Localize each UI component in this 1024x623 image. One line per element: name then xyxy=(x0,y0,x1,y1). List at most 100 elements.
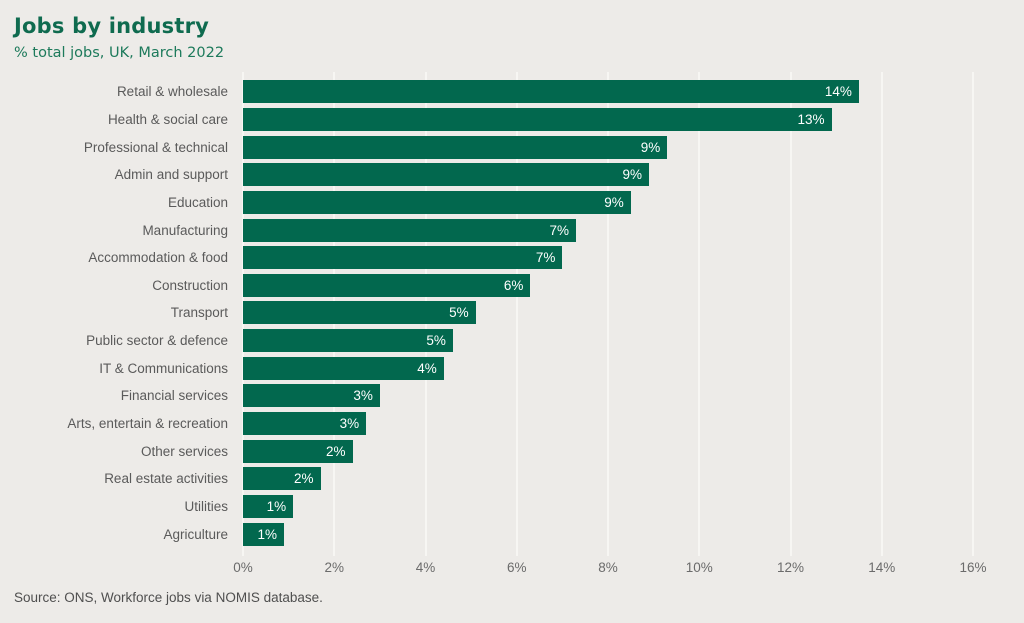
category-label: Admin and support xyxy=(114,167,228,183)
bar-track: 9% xyxy=(243,163,973,187)
x-tick-label: 10% xyxy=(685,560,713,575)
bar-track: 7% xyxy=(243,246,973,270)
category-label: Accommodation & food xyxy=(88,250,228,266)
category-label: Manufacturing xyxy=(142,222,228,238)
bar: 9% xyxy=(243,190,631,214)
bar: 7% xyxy=(243,246,563,270)
bar: 1% xyxy=(243,522,285,546)
chart-subtitle: % total jobs, UK, March 2022 xyxy=(14,45,225,61)
value-label: 9% xyxy=(604,194,624,210)
chart-header: Jobs by industry % total jobs, UK, March… xyxy=(14,14,224,61)
bar: 6% xyxy=(243,273,531,297)
bar: 14% xyxy=(243,80,859,104)
value-label: 1% xyxy=(257,526,278,542)
gridline xyxy=(698,72,701,556)
category-label: Transport xyxy=(170,305,228,321)
bar-row: IT & Communications 4% xyxy=(0,354,1010,382)
value-label: 14% xyxy=(824,84,852,100)
bar: 1% xyxy=(243,494,294,518)
category-label: Arts, entertain & recreation xyxy=(67,416,228,431)
x-tick-label: 16% xyxy=(959,560,987,575)
bar-row: Utilities 1% xyxy=(0,493,1010,521)
category-label: Health & social care xyxy=(107,111,228,127)
category-label: Financial services xyxy=(120,388,228,404)
x-tick-label: 2% xyxy=(324,560,345,575)
category-label: Agriculture xyxy=(163,526,228,542)
bar-rows: Retail & wholesale 14% Health & social car… xyxy=(0,78,1010,548)
x-axis: 0% 2% 4% 6% 8% 10% 12% 14% 16% xyxy=(233,560,986,580)
bar: 3% xyxy=(243,384,380,408)
bar-row: Education 9% xyxy=(0,189,1010,217)
category-label: Real estate activities xyxy=(104,471,228,487)
value-label: 5% xyxy=(426,333,446,349)
bar-track: 1% xyxy=(243,522,973,546)
gridline xyxy=(607,72,609,556)
value-label: 3% xyxy=(353,388,373,404)
value-label: 5% xyxy=(449,305,469,321)
x-tick-label: 8% xyxy=(598,560,618,575)
value-label: 9% xyxy=(622,167,643,183)
bar: 7% xyxy=(243,218,577,242)
bar-row: Arts, entertain & recreation 3% xyxy=(0,410,1010,438)
plot-area: Retail & wholesale 14% Health & social car… xyxy=(0,72,1010,556)
gridline xyxy=(880,72,883,556)
bar-track: 9% xyxy=(243,135,973,159)
x-tick-label: 14% xyxy=(868,560,896,575)
bar-row: Accommodation & food 7% xyxy=(0,244,1010,272)
gridline xyxy=(789,72,792,556)
category-label: Public sector & defence xyxy=(86,333,228,349)
value-label: 2% xyxy=(325,443,346,459)
bar: 9% xyxy=(243,163,650,187)
bar-row: Transport 5% xyxy=(0,299,1010,327)
value-label: 7% xyxy=(535,250,556,266)
bar: 5% xyxy=(243,301,476,325)
x-tick-label: 6% xyxy=(506,560,527,575)
category-label: Other services xyxy=(140,443,228,459)
source-note: Source: ONS, Workforce jobs via NOMIS da… xyxy=(14,590,323,605)
bar-track: 5% xyxy=(243,329,973,353)
value-label: 6% xyxy=(503,277,524,293)
bar-track: 2% xyxy=(243,439,973,463)
category-label: Education xyxy=(167,194,228,210)
bar-row: Other services 2% xyxy=(0,437,1010,465)
bar-row: Admin and support 9% xyxy=(0,161,1010,189)
value-label: 1% xyxy=(266,498,287,514)
x-tick-label: 4% xyxy=(415,560,436,575)
chart-title: Jobs by industry xyxy=(14,14,210,38)
bar: 2% xyxy=(243,467,321,491)
value-label: 2% xyxy=(294,471,314,487)
bar-track: 6% xyxy=(243,273,973,297)
bar-track: 3% xyxy=(243,412,973,435)
gridline xyxy=(515,72,518,556)
category-label: Utilities xyxy=(184,498,228,514)
bar-track: 2% xyxy=(243,467,973,491)
value-label: 3% xyxy=(339,416,360,431)
gridline xyxy=(972,72,974,556)
bar-track: 3% xyxy=(243,384,973,408)
category-label: IT & Communications xyxy=(99,360,228,376)
bar-row: Health & social care 13% xyxy=(0,106,1010,134)
bar: 13% xyxy=(243,107,832,131)
bar-track: 4% xyxy=(243,356,973,380)
bar: 2% xyxy=(243,439,353,463)
category-label: Retail & wholesale xyxy=(116,84,228,100)
bar-track: 1% xyxy=(243,494,973,518)
bar-track: 5% xyxy=(243,301,973,325)
bar-row: Real estate activities 2% xyxy=(0,465,1010,493)
bar-row: Retail & wholesale 14% xyxy=(0,78,1010,106)
x-tick-label: 12% xyxy=(776,560,805,575)
bar-row: Agriculture 1% xyxy=(0,520,1010,548)
category-label: Professional & technical xyxy=(83,139,228,155)
bar-track: 9% xyxy=(243,190,973,214)
bar: 9% xyxy=(243,135,668,159)
value-label: 7% xyxy=(549,222,570,238)
bar: 5% xyxy=(243,329,453,353)
bar-row: Manufacturing 7% xyxy=(0,216,1010,244)
bar-track: 14% xyxy=(243,80,973,104)
value-label: 9% xyxy=(640,139,661,155)
value-label: 13% xyxy=(797,111,825,127)
bar-row: Public sector & defence 5% xyxy=(0,327,1010,355)
bar-track: 13% xyxy=(243,107,973,131)
bar-row: Financial services 3% xyxy=(0,382,1010,410)
